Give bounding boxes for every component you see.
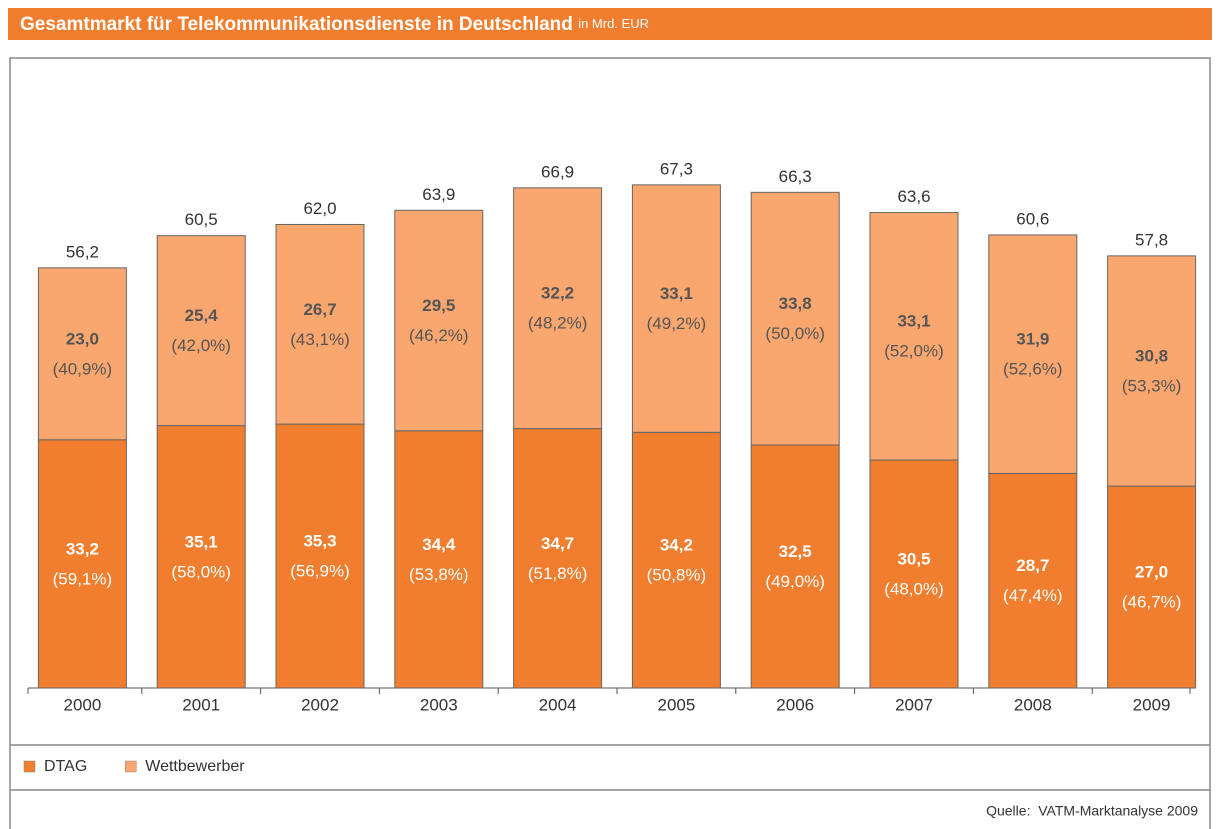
subtitle: in Mrd. EUR (578, 16, 649, 31)
total-label: 57,8 (1135, 230, 1168, 249)
share-label: (42,0%) (171, 336, 231, 355)
total-label: 63,9 (422, 185, 455, 204)
bar-segment (631, 431, 721, 689)
share-label: (53,3%) (1122, 376, 1182, 395)
value-label: 26,7 (303, 300, 336, 319)
x-tick-label: 2007 (895, 695, 933, 714)
bar-segment (988, 234, 1078, 474)
bar-segment (631, 184, 721, 433)
share-label: (50,8%) (647, 566, 707, 585)
share-label: (56,9%) (290, 562, 350, 581)
total-label: 56,2 (66, 242, 99, 261)
share-label: (50,0%) (765, 324, 825, 343)
share-label: (48,0%) (884, 579, 944, 598)
total-label: 67,3 (660, 159, 693, 178)
bar-segment (869, 459, 959, 689)
header-bar (8, 8, 1212, 40)
share-label: (40,9%) (53, 359, 113, 378)
total-label: 62,0 (303, 199, 336, 218)
x-tick-label: 2002 (301, 695, 339, 714)
bar-segment (394, 209, 484, 432)
total-label: 66,3 (779, 167, 812, 186)
value-label: 34,2 (660, 536, 693, 555)
value-label: 28,7 (1016, 556, 1049, 575)
legend-label: Wettbewerber (145, 758, 245, 775)
source: Quelle: VATM-Marktanalyse 2009 (986, 803, 1198, 819)
value-label: 35,1 (185, 532, 218, 551)
bar-segment (394, 430, 484, 689)
share-label: (49,0%) (765, 572, 825, 591)
share-label: (49,2%) (647, 314, 707, 333)
share-label: (59,1%) (53, 569, 113, 588)
share-label: (52,0%) (884, 342, 944, 361)
value-label: 33,2 (66, 539, 99, 558)
share-label: (52,6%) (1003, 360, 1063, 379)
legend-swatch (23, 760, 36, 773)
value-label: 34,7 (541, 534, 574, 553)
value-label: 35,3 (303, 532, 336, 551)
x-tick-label: 2006 (776, 695, 814, 714)
title: Gesamtmarkt für Telekommunikationsdienst… (20, 14, 573, 35)
value-label: 33,8 (779, 294, 812, 313)
x-tick-label: 2003 (420, 695, 458, 714)
share-label: (48,2%) (528, 314, 588, 333)
bar-segment (988, 472, 1078, 689)
total-label: 66,9 (541, 162, 574, 181)
value-label: 31,9 (1016, 330, 1049, 349)
x-tick-label: 2008 (1014, 695, 1052, 714)
bar-segment (275, 223, 365, 425)
share-label: (58,0%) (171, 562, 231, 581)
value-label: 33,1 (660, 284, 693, 303)
share-label: (46,2%) (409, 326, 469, 345)
share-label: (46,7%) (1122, 593, 1182, 612)
legend-label: DTAG (44, 758, 87, 775)
bar-segment (156, 235, 246, 427)
bar-segment (1107, 255, 1197, 487)
bar-segment (513, 187, 603, 430)
x-tick-label: 2009 (1133, 695, 1171, 714)
bar-segment (513, 428, 603, 689)
legend-swatch (125, 760, 137, 773)
chart-title: Gesamtmarkt für Telekommunikationsdienst… (20, 14, 649, 35)
value-label: 33,1 (897, 312, 930, 331)
x-tick-label: 2000 (63, 695, 101, 714)
bar-segment (750, 444, 840, 689)
value-label: 25,4 (185, 306, 219, 325)
value-label: 27,0 (1135, 563, 1168, 582)
x-tick-label: 2004 (539, 695, 577, 714)
bar-segment (1107, 485, 1197, 689)
value-label: 30,5 (897, 549, 930, 568)
value-label: 30,8 (1135, 346, 1168, 365)
share-label: (53,8%) (409, 565, 469, 584)
bar-segment (750, 191, 840, 446)
value-label: 32,2 (541, 284, 574, 303)
frame (9, 57, 1211, 829)
x-tick-label: 2005 (657, 695, 695, 714)
bar-segment (156, 425, 246, 689)
value-label: 29,5 (422, 296, 455, 315)
bar-segment (275, 423, 365, 689)
bar-segment (869, 212, 959, 461)
value-label: 23,0 (66, 329, 99, 348)
total-label: 60,5 (185, 210, 218, 229)
total-label: 63,6 (897, 187, 930, 206)
bar-segment (37, 439, 127, 689)
total-label: 60,6 (1016, 209, 1049, 228)
share-label: (47,4%) (1003, 586, 1063, 605)
share-label: (43,1%) (290, 330, 350, 349)
x-tick-label: 2001 (182, 695, 220, 714)
bar-segment (37, 267, 127, 441)
value-label: 32,5 (779, 542, 812, 561)
share-label: (51,8%) (528, 564, 588, 583)
value-label: 34,4 (422, 535, 456, 554)
